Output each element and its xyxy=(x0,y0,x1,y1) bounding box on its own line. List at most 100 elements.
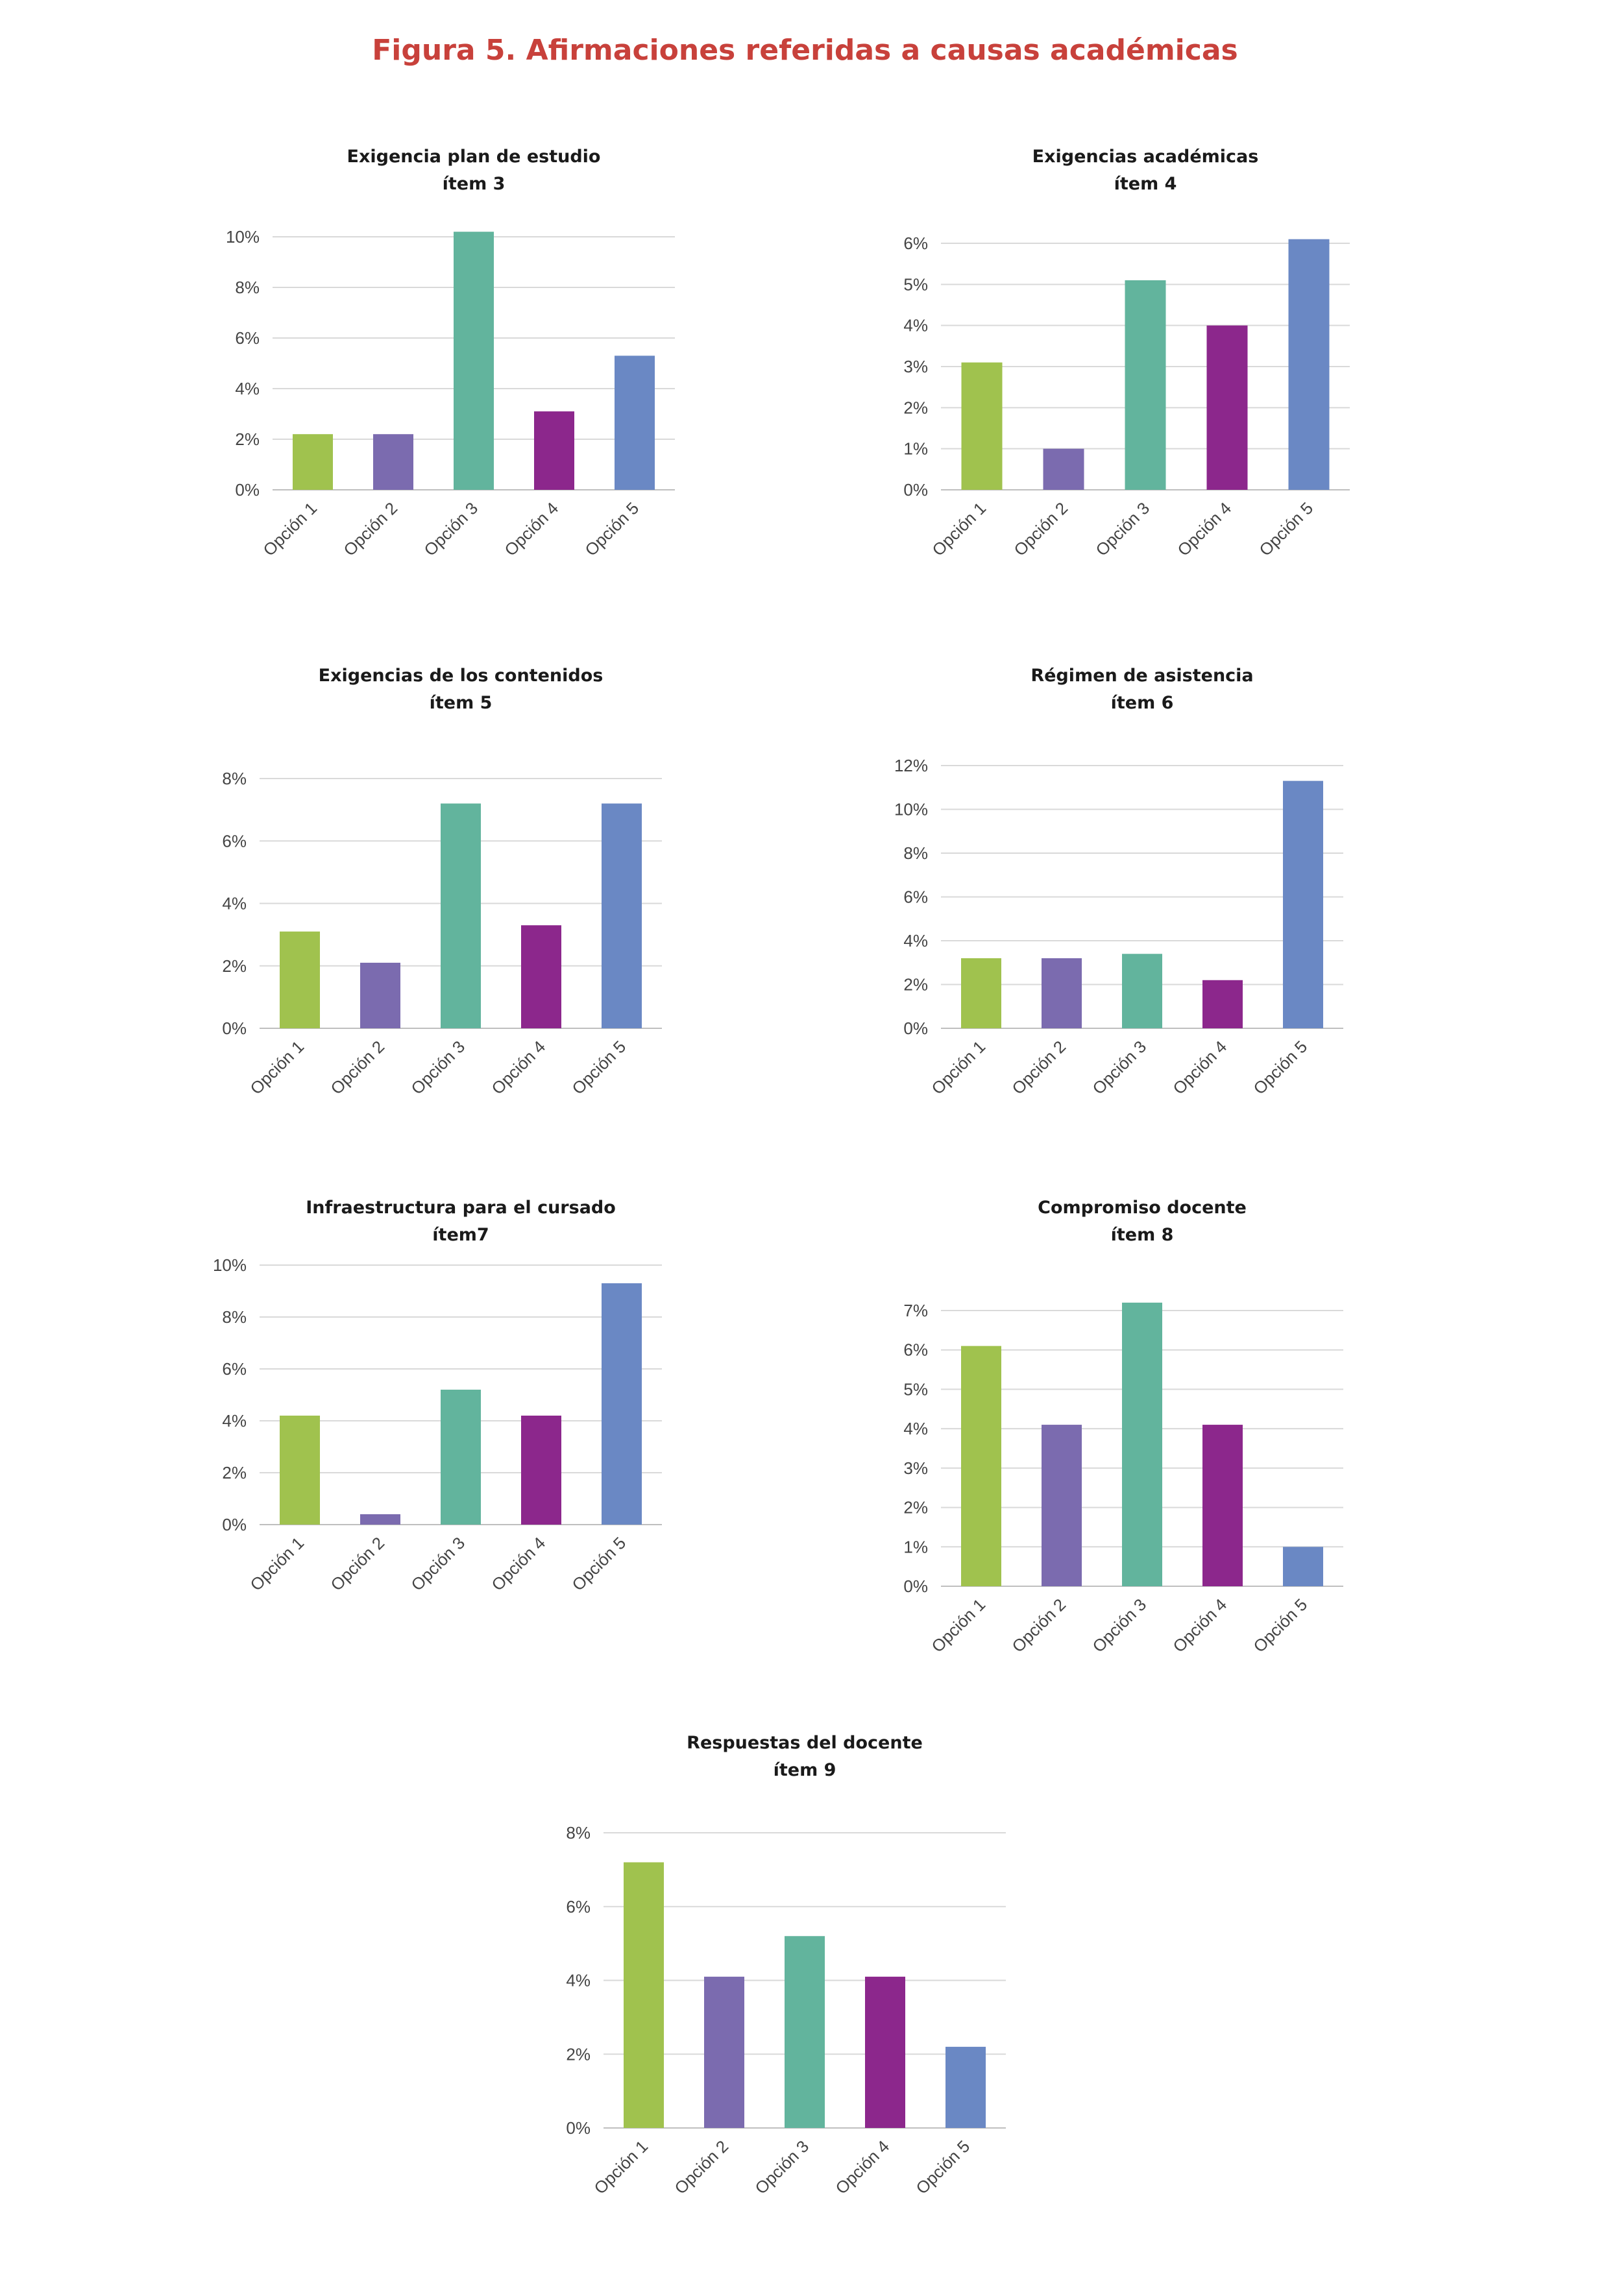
bar-opcion-3 xyxy=(1122,954,1162,1028)
y-tick-label: 6% xyxy=(235,328,260,348)
y-tick-label: 4% xyxy=(222,1411,247,1431)
bar-opcion-5 xyxy=(1283,780,1323,1028)
y-tick-label: 3% xyxy=(903,357,928,376)
y-tick-label: 0% xyxy=(903,480,928,500)
x-category-label: Opción 2 xyxy=(1008,1037,1069,1098)
bar-opcion-5 xyxy=(945,2046,986,2128)
y-tick-label: 3% xyxy=(903,1458,928,1478)
x-category-label: Opción 4 xyxy=(1173,498,1235,560)
bar-opcion-1 xyxy=(280,1416,320,1525)
y-tick-label: 0% xyxy=(235,480,260,500)
y-tick-label: 5% xyxy=(903,274,928,294)
bar-opcion-3 xyxy=(1125,280,1166,490)
y-tick-label: 2% xyxy=(222,956,247,976)
x-category-label: Opción 5 xyxy=(568,1037,629,1098)
chart-item-9: Respuestas del docente ítem 9 0% 2% 4% 6% 8% Op… xyxy=(545,1729,1032,2222)
y-tick-label: 0% xyxy=(903,1577,928,1596)
bar-opcion-2 xyxy=(373,434,413,490)
chart-title-line: ítem 6 xyxy=(1111,693,1174,713)
bar-opcion-1 xyxy=(293,434,333,490)
bar-opcion-1 xyxy=(961,1346,1001,1586)
chart-title-line: Infraestructura para el cursado xyxy=(306,1198,616,1218)
y-tick-label: 0% xyxy=(222,1515,247,1534)
chart-title-line: ítem7 xyxy=(432,1225,489,1245)
y-tick-label: 4% xyxy=(235,379,260,398)
y-tick-label: 1% xyxy=(903,1537,928,1556)
x-category-label: Opción 4 xyxy=(487,1533,549,1595)
y-tick-label: 6% xyxy=(566,1897,591,1916)
y-tick-label: 8% xyxy=(235,278,260,297)
y-tick-label: 6% xyxy=(903,1340,928,1360)
x-category-label: Opción 5 xyxy=(912,2136,973,2198)
chart-item-8: Compromiso docente ítem 8 0% 1% 2% 3% 4% 5% 6% 7%… xyxy=(896,1194,1382,1687)
chart-title-line: ítem 8 xyxy=(1111,1225,1174,1245)
bar-opcion-2 xyxy=(360,962,400,1028)
bar-opcion-4 xyxy=(534,411,574,490)
bar-opcion-2 xyxy=(1042,1425,1082,1586)
y-tick-label: 6% xyxy=(222,831,247,851)
x-category-label: Opción 4 xyxy=(500,498,562,560)
y-tick-label: 6% xyxy=(222,1359,247,1379)
bar-opcion-1 xyxy=(961,362,1003,490)
y-tick-label: 2% xyxy=(566,2044,591,2064)
x-category-label: Opción 3 xyxy=(407,1037,469,1098)
x-category-label: Opción 1 xyxy=(246,1533,308,1595)
x-category-label: Opción 5 xyxy=(1249,1037,1311,1098)
y-tick-label: 4% xyxy=(903,1419,928,1438)
bar-opcion-3 xyxy=(454,232,494,490)
chart-item-3: Exigencia plan de estudio ítem 3 0% 2% 4% 6% 8… xyxy=(214,143,701,584)
bar-opcion-5 xyxy=(1288,239,1330,490)
y-tick-label: 2% xyxy=(903,975,928,995)
bar-opcion-3 xyxy=(785,1936,825,2128)
y-tick-label: 8% xyxy=(566,1823,591,1843)
chart-title-line: Compromiso docente xyxy=(1038,1198,1247,1218)
x-category-label: Opción 2 xyxy=(326,1533,388,1595)
y-tick-label: 4% xyxy=(222,894,247,913)
y-tick-label: 8% xyxy=(222,1307,247,1327)
bar-opcion-4 xyxy=(521,925,561,1028)
y-tick-label: 12% xyxy=(894,756,928,775)
y-tick-label: 6% xyxy=(903,234,928,253)
x-category-label: Opción 5 xyxy=(581,498,642,560)
y-tick-label: 8% xyxy=(903,843,928,863)
bar-opcion-2 xyxy=(1043,448,1084,490)
x-category-label: Opción 4 xyxy=(487,1037,549,1098)
chart-title-line: Exigencias académicas xyxy=(1032,147,1259,167)
chart-title-line: Régimen de asistencia xyxy=(1031,666,1253,686)
x-category-label: Opción 3 xyxy=(407,1533,469,1595)
bar-opcion-4 xyxy=(1202,980,1243,1028)
chart-item-6: Régimen de asistencia ítem 6 0% 2% 4% 6% 8% 10%… xyxy=(894,662,1382,1142)
y-tick-label: 2% xyxy=(235,429,260,449)
y-tick-label: 4% xyxy=(903,316,928,335)
chart-title-line: ítem 4 xyxy=(1114,174,1177,194)
x-category-label: Opción 5 xyxy=(1255,498,1317,560)
x-category-label: Opción 3 xyxy=(1088,1595,1150,1656)
x-category-label: Opción 3 xyxy=(751,2136,812,2198)
x-category-label: Opción 3 xyxy=(1088,1037,1150,1098)
y-tick-label: 0% xyxy=(566,2118,591,2138)
chart-title-line: ítem 5 xyxy=(430,693,493,713)
bar-opcion-2 xyxy=(1042,958,1082,1028)
x-category-label: Opción 2 xyxy=(1008,1595,1069,1656)
x-category-label: Opción 4 xyxy=(1169,1595,1230,1656)
x-category-label: Opción 1 xyxy=(927,1037,989,1098)
x-category-label: Opción 4 xyxy=(1169,1037,1230,1098)
bar-opcion-4 xyxy=(521,1416,561,1525)
y-tick-label: 4% xyxy=(566,1971,591,1990)
y-tick-label: 0% xyxy=(222,1019,247,1038)
chart-title-line: Exigencias de los contenidos xyxy=(319,666,604,686)
x-category-label: Opción 1 xyxy=(259,498,321,560)
x-category-label: Opción 3 xyxy=(420,498,482,560)
chart-title-line: ítem 3 xyxy=(443,174,506,194)
chart-item-4: Exigencias académicas ítem 4 0% 1% 2% 3% 4% 5% 6… xyxy=(896,143,1382,584)
x-category-label: Opción 2 xyxy=(670,2136,732,2198)
bar-opcion-2 xyxy=(360,1514,400,1525)
bar-opcion-1 xyxy=(624,1862,664,2128)
bar-opcion-4 xyxy=(1206,325,1248,490)
bar-opcion-3 xyxy=(441,803,481,1028)
y-tick-label: 10% xyxy=(894,800,928,819)
x-category-label: Opción 2 xyxy=(1010,498,1071,560)
bar-opcion-4 xyxy=(865,1976,905,2128)
x-category-label: Opción 4 xyxy=(831,2136,893,2198)
y-tick-label: 0% xyxy=(903,1019,928,1038)
